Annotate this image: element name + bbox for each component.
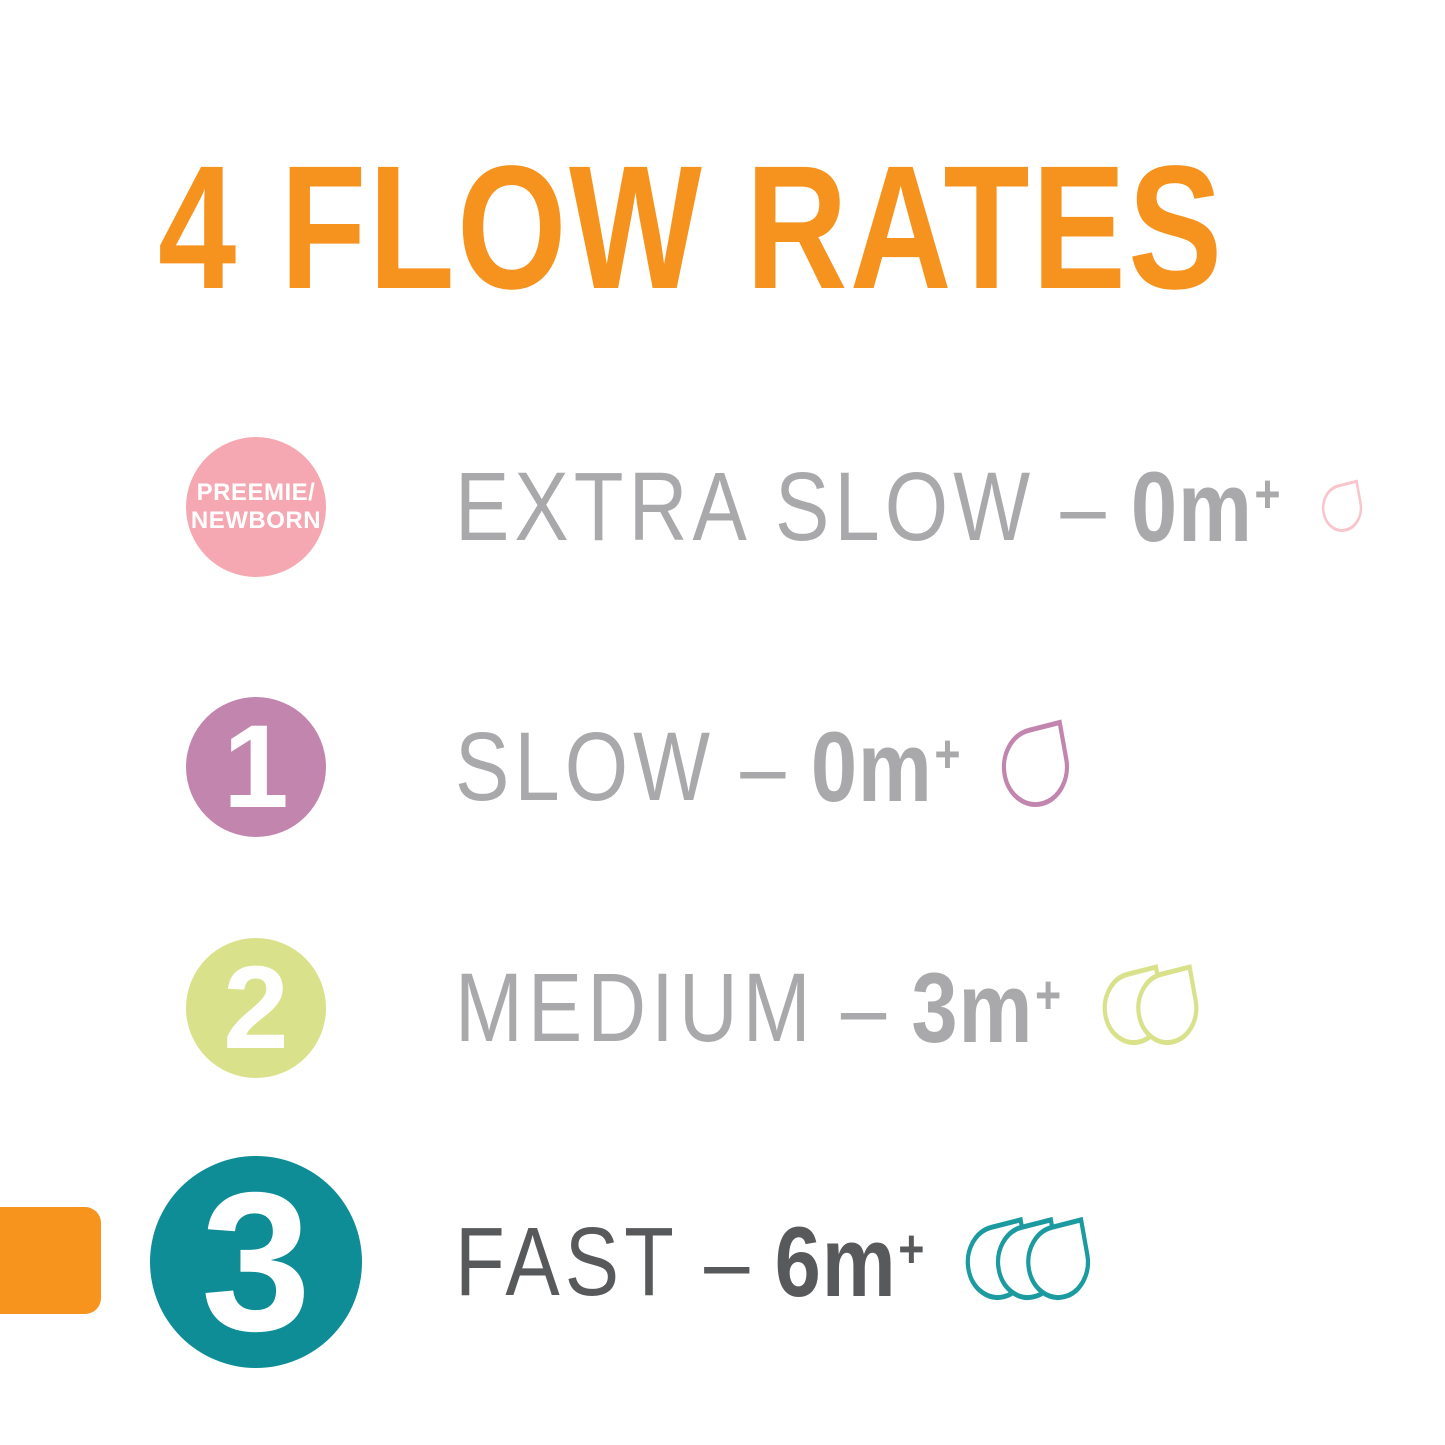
flow-rate-row-fast: 3 FAST –6m+ — [0, 1156, 1445, 1368]
drop-icon-group — [995, 719, 1076, 815]
flow-rate-row-extra-slow: PREEMIE/ NEWBORN EXTRA SLOW –0m+ — [0, 437, 1445, 577]
current-flow-highlight-tab — [0, 1207, 101, 1314]
age-value: 0m+ — [810, 711, 962, 822]
flow-rate-description: MEDIUM –3m+ — [455, 938, 1204, 1078]
drop-icon — [1318, 479, 1366, 537]
flow-rate-row-slow: 1 SLOW –0m+ — [0, 697, 1445, 837]
flow-rate-label: FAST — [455, 1207, 679, 1316]
drop-icon-group — [1318, 479, 1366, 537]
age-value: 0m+ — [1130, 451, 1282, 562]
dash-separator: – — [840, 953, 887, 1062]
age-value: 3m+ — [911, 952, 1063, 1063]
flow-rate-label: EXTRA SLOW — [455, 452, 1036, 561]
flow-rate-description: EXTRA SLOW –0m+ — [455, 437, 1366, 577]
age-plus-sign: + — [1034, 965, 1063, 1025]
drop-icon — [995, 719, 1076, 815]
badge-label-line1: PREEMIE/ — [196, 478, 316, 506]
age-plus-sign: + — [934, 724, 962, 784]
level-1-badge: 1 — [186, 697, 326, 837]
flow-rate-row-medium: 2 MEDIUM –3m+ — [0, 938, 1445, 1078]
page-title: 4 FLOW RATES — [158, 130, 1225, 326]
level-3-badge: 3 — [150, 1156, 362, 1368]
flow-rate-label: MEDIUM — [455, 953, 816, 1062]
preemie-newborn-badge: PREEMIE/ NEWBORN — [186, 437, 326, 577]
dash-separator: – — [704, 1207, 750, 1316]
drop-icon-group — [1096, 964, 1204, 1052]
drop-icon-group — [959, 1216, 1096, 1308]
level-2-badge: 2 — [186, 938, 326, 1078]
age-value: 6m+ — [774, 1206, 926, 1317]
flow-rate-label: SLOW — [455, 712, 716, 821]
badge-number: 3 — [200, 1151, 312, 1372]
flow-rate-description: SLOW –0m+ — [455, 697, 1076, 837]
dash-separator: – — [740, 712, 786, 821]
dash-separator: – — [1060, 452, 1106, 561]
badge-number: 1 — [223, 701, 289, 833]
age-plus-sign: + — [898, 1219, 926, 1279]
age-plus-sign: + — [1254, 464, 1282, 524]
badge-label-line2: NEWBORN — [190, 507, 322, 534]
flow-rate-description: FAST –6m+ — [455, 1156, 1096, 1368]
badge-number: 2 — [223, 942, 289, 1074]
